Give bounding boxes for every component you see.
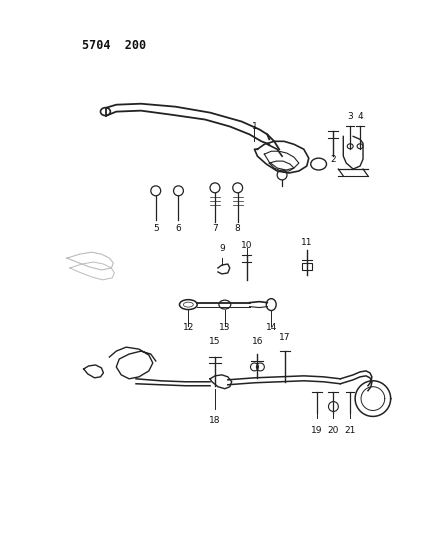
Text: 3: 3 [346,112,352,121]
Text: 13: 13 [219,323,230,332]
Bar [301,263,311,270]
Text: 2: 2 [330,155,335,164]
Text: 17: 17 [279,333,290,342]
Text: 21: 21 [344,426,355,435]
Text: 15: 15 [209,337,220,346]
Text: 6: 6 [175,224,181,233]
Text: 5704  200: 5704 200 [81,39,146,52]
Text: 18: 18 [209,416,220,425]
Text: 16: 16 [251,337,262,346]
Text: 10: 10 [240,241,252,250]
Text: 19: 19 [310,426,322,435]
Text: 5: 5 [153,224,158,233]
Text: 20: 20 [327,426,338,435]
Text: 7: 7 [212,224,217,233]
Text: 12: 12 [182,323,193,332]
Text: 14: 14 [265,323,276,332]
Text: 4: 4 [357,112,362,121]
Text: 1: 1 [251,122,257,131]
Text: 8: 8 [234,224,240,233]
Text: 9: 9 [219,244,224,253]
Text: 11: 11 [300,238,312,247]
